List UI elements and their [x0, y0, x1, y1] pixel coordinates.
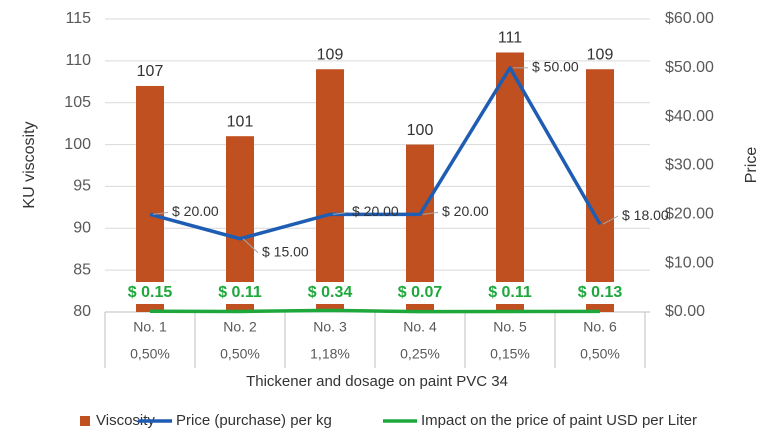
x-sub-label: 0,25%	[400, 346, 440, 362]
label-box	[388, 282, 452, 304]
label-box	[478, 282, 542, 304]
y2-axis-title: Price	[743, 147, 760, 184]
y-tick-label: 80	[73, 303, 91, 320]
bar-value-label: 109	[317, 46, 344, 63]
x-tick-label: No. 2	[223, 319, 257, 335]
line-value-label: $ 0.11	[488, 284, 532, 301]
y2-tick-label: $0.00	[665, 303, 705, 320]
label-box	[208, 282, 272, 304]
y2-tick-label: $50.00	[665, 59, 714, 76]
y-tick-label: 95	[73, 178, 91, 195]
x-tick-label: No. 1	[133, 319, 167, 335]
legend-label: Impact on the price of paint USD per Lit…	[421, 412, 697, 429]
bar-value-label: 107	[137, 63, 164, 80]
x-sub-label: 0,50%	[130, 346, 170, 362]
bar	[136, 85, 164, 312]
y-tick-label: 100	[64, 136, 91, 153]
bar	[316, 69, 344, 312]
y-tick-label: 110	[65, 52, 91, 69]
x-tick-label: No. 3	[313, 319, 347, 335]
x-tick-label: No. 5	[493, 319, 527, 335]
line-series	[149, 66, 602, 241]
legend-label: Price (purchase) per kg	[176, 412, 332, 429]
line-value-label: $ 15.00	[262, 243, 309, 259]
label-box	[568, 282, 632, 304]
line-value-label: $ 18.00	[622, 207, 669, 223]
bar-value-label: 101	[227, 113, 254, 130]
line-value-label: $ 0.15	[128, 284, 173, 301]
x-sub-label: 1,18%	[310, 346, 350, 362]
y2-tick-label: $30.00	[665, 157, 714, 174]
y-tick-label: 85	[73, 261, 91, 278]
y-tick-label: 105	[64, 94, 91, 111]
x-sub-label: 0,15%	[490, 346, 530, 362]
line-value-label: $ 50.00	[532, 59, 579, 75]
bar-value-label: 109	[587, 46, 614, 63]
line-value-label: $ 0.11	[218, 284, 262, 301]
y2-tick-label: $40.00	[665, 108, 714, 125]
label-leader	[602, 215, 619, 225]
label-leader	[242, 238, 259, 254]
line-value-label: $ 20.00	[352, 203, 399, 219]
x-axis-title: Thickener and dosage on paint PVC 34	[246, 373, 508, 390]
x-tick-label: No. 6	[583, 319, 617, 335]
line-value-label: $ 0.07	[398, 284, 443, 301]
line-value-label: $ 20.00	[172, 203, 219, 219]
line-series	[149, 308, 601, 314]
bar	[496, 52, 524, 312]
line-value-label: $ 0.34	[308, 284, 353, 301]
x-sub-label: 0,50%	[220, 346, 260, 362]
y2-tick-label: $10.00	[665, 254, 714, 271]
label-leader	[422, 211, 439, 215]
y2-tick-label: $20.00	[665, 206, 714, 223]
label-box	[298, 282, 362, 304]
label-box	[118, 282, 182, 304]
x-sub-label: 0,50%	[580, 346, 620, 362]
y2-tick-label: $60.00	[665, 10, 714, 27]
bar-value-label: 100	[407, 122, 434, 139]
legend-swatch	[80, 416, 90, 426]
label-leader	[152, 211, 169, 215]
label-leader	[332, 211, 349, 215]
line-value-label: $ 0.13	[578, 284, 623, 301]
x-tick-label: No. 4	[403, 319, 437, 335]
y-axis-title: KU viscosity	[21, 121, 38, 208]
line-value-label: $ 20.00	[442, 203, 489, 219]
y-tick-label: 115	[65, 10, 91, 27]
bar-value-label: 111	[498, 30, 522, 47]
y-tick-label: 90	[73, 220, 91, 237]
bar	[586, 69, 614, 312]
legend-label: Viscosity	[96, 412, 155, 429]
